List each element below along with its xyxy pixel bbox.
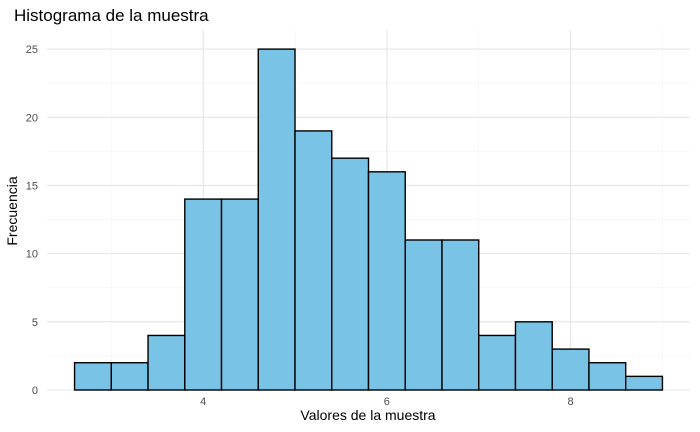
x-axis-title: Valores de la muestra (300, 407, 435, 423)
y-axis-tick-labels: 0 5 10 15 20 25 (26, 44, 38, 397)
histogram-bar (367, 171, 406, 391)
y-tick-label: 10 (26, 249, 38, 261)
histogram-bar (551, 348, 590, 391)
histogram-bar (73, 362, 113, 391)
histogram-bar (147, 334, 186, 391)
histogram-bar (478, 334, 517, 391)
histogram-bar (625, 375, 664, 391)
histogram-bar (441, 239, 480, 391)
chart-title: Histograma de la muestra (14, 6, 209, 25)
histogram-bars (73, 48, 664, 391)
histogram-bar (257, 48, 296, 391)
histogram-bar (220, 198, 259, 391)
x-tick-label: 6 (384, 396, 390, 408)
y-tick-label: 25 (26, 44, 38, 56)
x-tick-label: 4 (200, 396, 206, 408)
histogram-bar (184, 198, 223, 391)
x-axis-tick-labels: 4 6 8 (200, 396, 574, 408)
histogram-bar (331, 157, 370, 391)
y-tick-label: 5 (32, 317, 38, 329)
y-tick-label: 15 (26, 180, 38, 192)
histogram-bar (588, 362, 627, 391)
y-tick-label: 0 (32, 385, 38, 397)
y-axis-title: Frecuencia (4, 176, 20, 245)
histogram-bar (404, 239, 443, 391)
x-tick-label: 8 (568, 396, 574, 408)
y-tick-label: 20 (26, 112, 38, 124)
histogram-bar (514, 321, 553, 391)
histogram-bar (110, 362, 149, 391)
histogram-bar (294, 130, 333, 391)
